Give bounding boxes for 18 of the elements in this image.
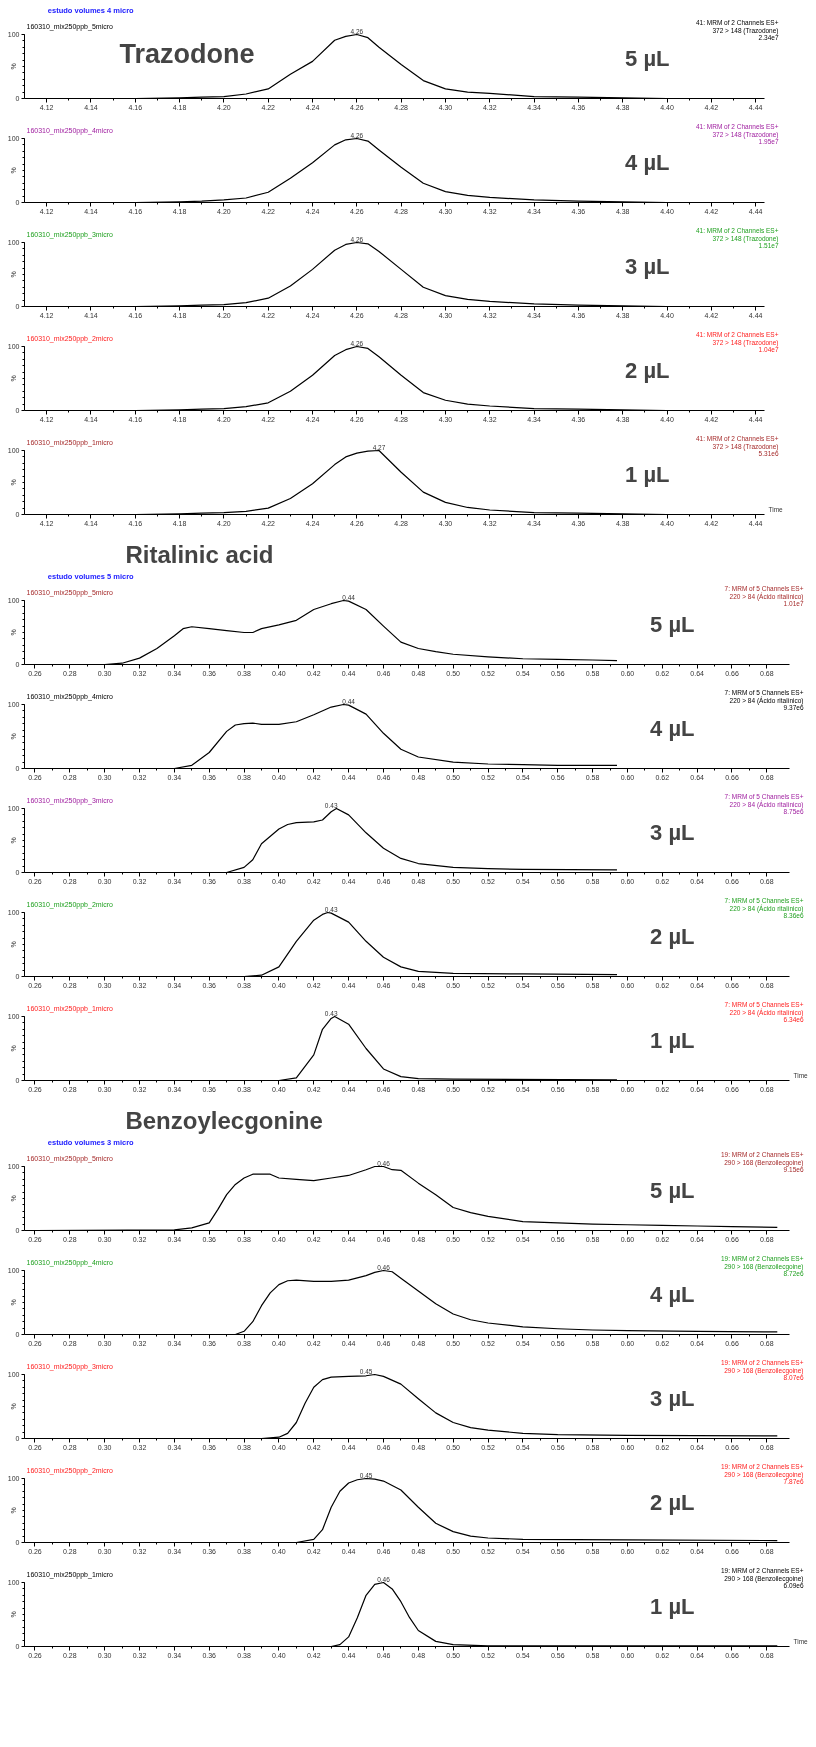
annotation: 4 µL bbox=[625, 150, 670, 176]
annotation: 4 µL bbox=[650, 716, 695, 742]
annotation: 1 µL bbox=[650, 1594, 695, 1620]
annotation: 4 µL bbox=[650, 1282, 695, 1308]
text: Ritalinic acid bbox=[125, 540, 274, 568]
annotation: 3 µL bbox=[650, 1386, 695, 1412]
annotation: 5 µL bbox=[650, 612, 695, 638]
annotation: 5 µL bbox=[625, 46, 670, 72]
text: Benzoylecgonine bbox=[125, 1106, 323, 1134]
annotation: 1 µL bbox=[625, 462, 670, 488]
annotation: 2 µL bbox=[625, 358, 670, 384]
annotation: 2 µL bbox=[650, 924, 695, 950]
annotation: Trazodone bbox=[119, 38, 255, 69]
annotation: 3 µL bbox=[625, 254, 670, 280]
annotation: 3 µL bbox=[650, 820, 695, 846]
annotation: 5 µL bbox=[650, 1178, 695, 1204]
annotation: 1 µL bbox=[650, 1028, 695, 1054]
annotation: 2 µL bbox=[650, 1490, 695, 1516]
